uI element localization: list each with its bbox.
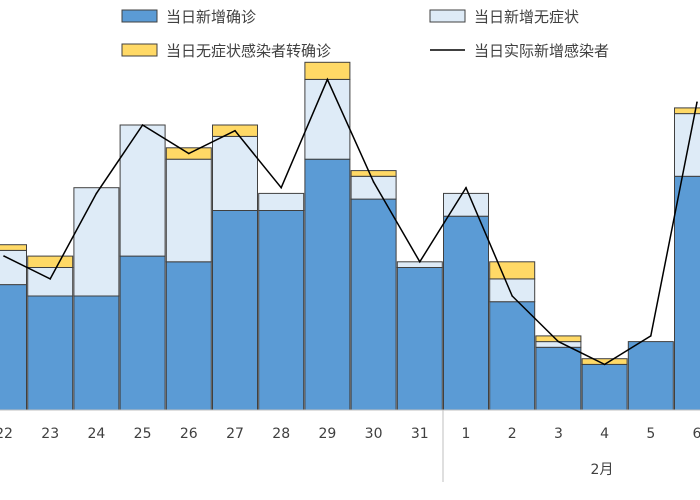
- bar-asymptomatic-6: [674, 113, 700, 177]
- bar-asymptomatic-3: [535, 341, 582, 348]
- actual-point-31: [419, 261, 421, 263]
- bar-asymptomatic-29: [304, 78, 351, 160]
- bar-confirmed-22: [0, 284, 27, 411]
- x-tick-label-26: 26: [180, 426, 198, 442]
- actual-point-5: [650, 335, 652, 337]
- bar-asymptomatic-26: [165, 158, 212, 263]
- actual-point-25: [141, 124, 144, 126]
- legend-label-converted: 当日无症状感染者转确诊: [166, 42, 331, 60]
- actual-point-26: [188, 152, 190, 155]
- bar-confirmed-5: [627, 341, 674, 411]
- legend-swatch-converted: [121, 43, 158, 57]
- x-tick-label-22: 22: [0, 426, 13, 442]
- actual-point-2: [511, 295, 513, 297]
- bar-converted-6: [674, 107, 700, 115]
- bar-converted-22: [0, 244, 27, 251]
- x-tick-label-5: 5: [646, 426, 655, 442]
- bar-confirmed-1: [443, 215, 489, 411]
- x-tick-label-3: 3: [554, 426, 563, 442]
- actual-point-22: [3, 255, 5, 257]
- x-tick-label-25: 25: [134, 426, 152, 442]
- legend-label-asymptomatic: 当日新增无症状: [474, 8, 579, 26]
- x-tick-label-23: 23: [41, 426, 59, 442]
- bar-confirmed-26: [165, 261, 212, 411]
- bar-confirmed-29: [304, 158, 351, 411]
- actual-point-4: [603, 363, 606, 366]
- x-tick-label-4: 4: [600, 426, 609, 442]
- bar-asymptomatic-28: [258, 192, 305, 211]
- x-tick-label-27: 27: [226, 426, 244, 442]
- bar-converted-2: [489, 261, 536, 280]
- x-axis: [0, 409, 700, 482]
- bar-confirmed-27: [212, 210, 258, 411]
- x-tick-label-28: 28: [272, 426, 290, 442]
- x-tick-label-2: 2: [508, 426, 517, 442]
- bars-layer: [0, 61, 700, 411]
- actual-point-23: [49, 278, 51, 280]
- bar-asymptomatic-1: [443, 192, 489, 217]
- x-tick-label-31: 31: [411, 426, 429, 442]
- actual-point-6: [696, 101, 698, 103]
- bar-confirmed-4: [581, 363, 628, 411]
- actual-infections-line: [3, 77, 698, 366]
- bar-asymptomatic-2: [489, 278, 536, 303]
- x-tick-label-1: 1: [462, 426, 471, 442]
- actual-point-3: [557, 340, 560, 343]
- bar-asymptomatic-25: [119, 124, 166, 257]
- actual-point-24: [95, 192, 98, 195]
- bar-converted-30: [350, 170, 397, 177]
- month-label: 2月: [591, 462, 614, 478]
- bar-asymptomatic-27: [212, 135, 258, 211]
- x-tick-label-6: 6: [693, 426, 700, 442]
- x-tick-labels: 22232425262728293031123456: [0, 426, 700, 442]
- legend-swatch-confirmed: [121, 9, 158, 23]
- bar-confirmed-6: [674, 175, 700, 411]
- bar-asymptomatic-24: [73, 187, 120, 297]
- x-tick-label-30: 30: [365, 426, 383, 442]
- bar-asymptomatic-30: [350, 175, 397, 200]
- actual-line-layer: [3, 77, 698, 366]
- legend-label-actual: 当日实际新增感染者: [474, 42, 609, 60]
- legend: 当日新增确诊 当日新增无症状 当日无症状感染者转确诊 当日实际新增感染者: [121, 8, 609, 60]
- x-tick-label-24: 24: [87, 426, 105, 442]
- actual-point-27: [234, 129, 236, 132]
- bar-confirmed-28: [258, 210, 305, 411]
- actual-point-1: [465, 186, 467, 189]
- actual-point-29: [326, 78, 329, 81]
- bar-converted-23: [27, 255, 74, 269]
- actual-point-30: [372, 181, 375, 183]
- bar-confirmed-31: [396, 267, 443, 411]
- bar-confirmed-25: [119, 255, 166, 411]
- bar-confirmed-23: [27, 295, 74, 411]
- legend-swatch-asymptomatic: [429, 9, 466, 23]
- actual-point-28: [280, 186, 283, 189]
- bar-confirmed-24: [73, 295, 120, 411]
- bar-converted-29: [304, 61, 351, 80]
- bar-confirmed-30: [350, 198, 397, 411]
- legend-label-confirmed: 当日新增确诊: [166, 8, 256, 26]
- x-tick-label-29: 29: [318, 426, 336, 442]
- bar-confirmed-2: [489, 301, 536, 411]
- bar-confirmed-3: [535, 346, 582, 411]
